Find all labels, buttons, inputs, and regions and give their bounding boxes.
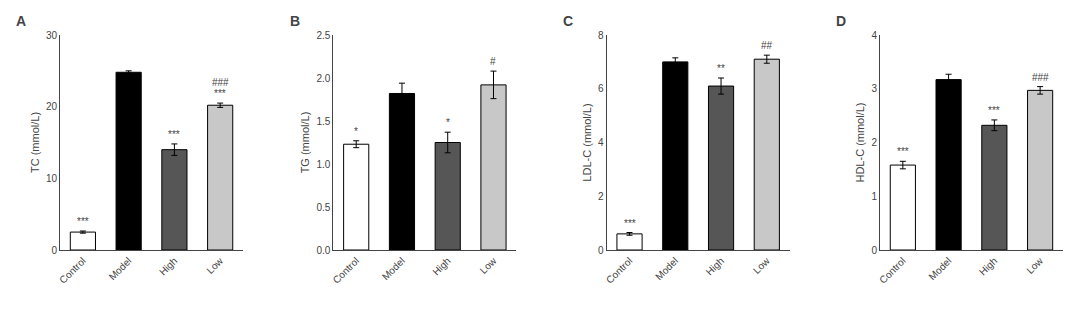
svg-text:2.0: 2.0 — [316, 73, 330, 84]
svg-text:4: 4 — [871, 30, 877, 41]
svg-text:LDL-C (mmol/L): LDL-C (mmol/L) — [581, 103, 593, 181]
svg-text:Model: Model — [926, 255, 953, 282]
svg-text:0.0: 0.0 — [316, 245, 330, 256]
svg-text:A: A — [16, 13, 26, 29]
svg-text:0: 0 — [871, 245, 877, 256]
svg-text:*: * — [446, 117, 450, 128]
svg-text:TG (mmol/L): TG (mmol/L) — [299, 112, 311, 174]
svg-text:*: * — [354, 126, 358, 137]
svg-text:High: High — [430, 255, 452, 277]
svg-text:10: 10 — [46, 173, 58, 184]
svg-text:Model: Model — [653, 255, 680, 282]
svg-text:###: ### — [212, 77, 229, 88]
svg-text:Low: Low — [478, 255, 499, 276]
svg-text:###: ### — [1032, 72, 1049, 83]
svg-text:0: 0 — [598, 245, 604, 256]
svg-text:C: C — [563, 13, 573, 29]
svg-text:Control: Control — [604, 255, 635, 286]
svg-text:Control: Control — [877, 255, 908, 286]
svg-text:D: D — [836, 13, 846, 29]
svg-text:1.0: 1.0 — [316, 159, 330, 170]
svg-text:**: ** — [717, 63, 725, 74]
svg-text:Low: Low — [1024, 255, 1045, 276]
svg-text:20: 20 — [46, 101, 58, 112]
svg-text:30: 30 — [46, 30, 58, 41]
svg-text:Control: Control — [57, 255, 88, 286]
svg-text:1.5: 1.5 — [316, 116, 330, 127]
svg-text:Low: Low — [204, 255, 225, 276]
svg-text:High: High — [977, 255, 999, 277]
svg-text:Model: Model — [380, 255, 407, 282]
svg-text:#: # — [490, 56, 496, 67]
svg-text:Low: Low — [751, 255, 772, 276]
svg-text:***: *** — [77, 216, 89, 227]
svg-text:***: *** — [988, 105, 1000, 116]
svg-text:High: High — [704, 255, 726, 277]
svg-text:2: 2 — [598, 191, 604, 202]
svg-text:Model: Model — [107, 255, 134, 282]
svg-text:***: *** — [168, 129, 180, 140]
svg-text:***: *** — [897, 146, 909, 157]
svg-text:***: *** — [624, 218, 636, 229]
svg-text:2.5: 2.5 — [316, 30, 330, 41]
svg-text:HDL-C (mmol/L): HDL-C (mmol/L) — [854, 102, 866, 182]
svg-text:TC (mmol/L): TC (mmol/L) — [29, 112, 41, 173]
svg-text:0: 0 — [51, 245, 57, 256]
svg-text:6: 6 — [598, 83, 604, 94]
svg-text:***: *** — [214, 88, 226, 99]
svg-text:4: 4 — [598, 137, 604, 148]
svg-text:2: 2 — [871, 137, 877, 148]
svg-text:B: B — [290, 13, 300, 29]
svg-text:1: 1 — [871, 191, 877, 202]
svg-text:8: 8 — [598, 30, 604, 41]
svg-text:3: 3 — [871, 83, 877, 94]
svg-text:0.5: 0.5 — [316, 202, 330, 213]
svg-text:##: ## — [761, 40, 773, 51]
svg-text:Control: Control — [331, 255, 362, 286]
svg-text:High: High — [157, 255, 179, 277]
